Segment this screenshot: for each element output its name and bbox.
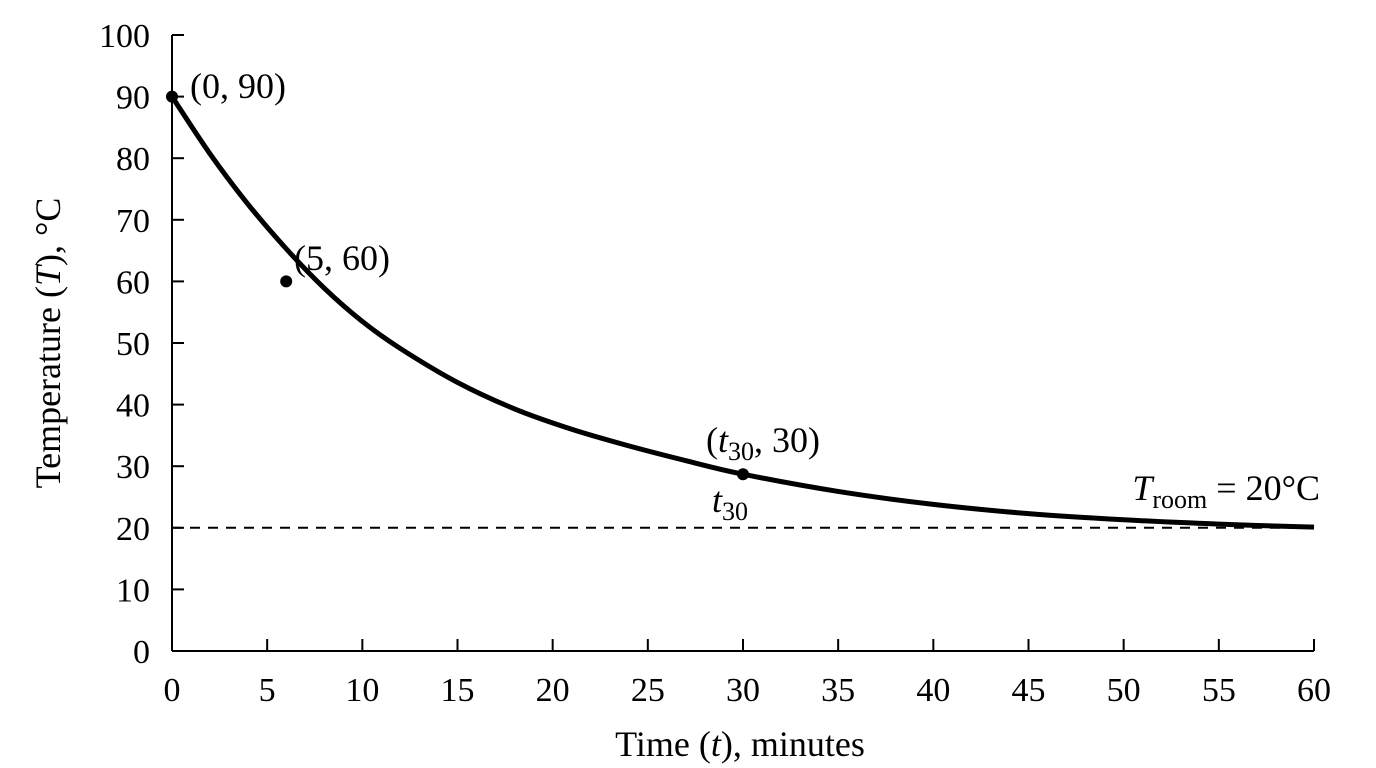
y-tick-label: 90	[116, 80, 150, 117]
y-tick-label: 30	[116, 449, 150, 486]
points-group	[166, 90, 749, 481]
x-axis-title-post: ), minutes	[721, 724, 865, 764]
y-tick-label: 10	[116, 572, 150, 609]
x-tick-label: 15	[441, 672, 475, 709]
x-tick-label: 35	[821, 672, 855, 709]
t30-annotation: t30	[712, 480, 748, 526]
y-tick-label: 50	[116, 326, 150, 363]
y-axis-title-var: T	[28, 263, 68, 286]
point-label-2-sub: 30	[728, 437, 754, 466]
y-tick-label: 0	[133, 634, 150, 671]
data-point-1	[280, 275, 293, 288]
x-tick-label: 0	[164, 672, 181, 709]
y-tick-label: 20	[116, 511, 150, 548]
x-tick-label: 55	[1202, 672, 1236, 709]
point-label-2-rest: , 30)	[754, 420, 820, 460]
point-label-0: (0, 90)	[190, 66, 286, 106]
y-tick-label: 40	[116, 388, 150, 425]
room-var: T	[1132, 468, 1155, 508]
axes	[171, 35, 1314, 652]
x-axis-title-pre: Time (	[615, 724, 711, 764]
y-tick-label: 100	[99, 18, 150, 55]
y-tick-label: 70	[116, 203, 150, 240]
x-tick-label: 60	[1297, 672, 1331, 709]
y-axis-title-post: ), °C	[28, 198, 68, 266]
x-axis-title-var: t	[711, 724, 722, 764]
x-tick-label: 10	[345, 672, 379, 709]
point-label-2: (t30, 30)	[706, 420, 820, 466]
data-point-0	[166, 90, 178, 103]
data-point-2	[737, 468, 749, 481]
x-tick-label: 45	[1012, 672, 1046, 709]
x-tick-label: 30	[726, 672, 760, 709]
point-label-2-var: t	[718, 420, 729, 460]
x-tick-label: 40	[916, 672, 950, 709]
y-tick-label: 80	[116, 141, 150, 178]
x-axis-title: Time (t), minutes	[615, 724, 865, 764]
x-tick-label: 25	[631, 672, 665, 709]
series-group	[169, 95, 1315, 530]
t30-sub: 30	[722, 497, 748, 526]
x-tick-label: 50	[1107, 672, 1141, 709]
room-temp-annotation: Troom = 20°C	[1132, 468, 1320, 514]
point-label-1: (5, 60)	[294, 238, 390, 278]
x-tick-label: 5	[259, 672, 276, 709]
y-tick-label: 60	[116, 264, 150, 301]
room-sub: room	[1152, 485, 1207, 514]
y-axis-title: Temperature (T), °C	[28, 198, 68, 489]
cooling-curve	[169, 95, 1315, 530]
ticks: 0 5 10 15 20 25 30 35 40 45 50 55 60 0 10 20 30 40 50 60 70 8…	[99, 18, 1331, 709]
y-axis-title-pre: Temperature (	[28, 286, 68, 488]
room-rest: = 20°C	[1207, 468, 1320, 508]
x-tick-label: 20	[536, 672, 570, 709]
t30-var: t	[712, 480, 723, 520]
